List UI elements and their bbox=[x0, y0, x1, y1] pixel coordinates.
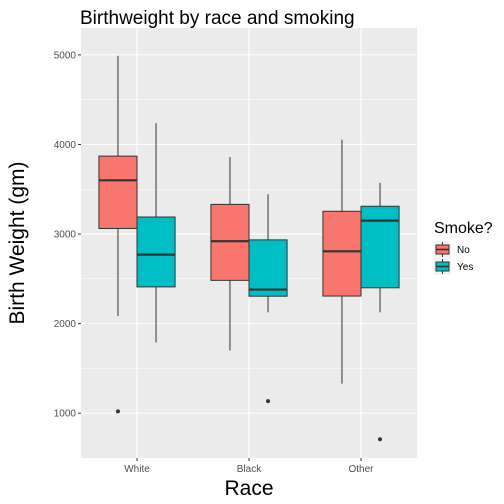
legend: Smoke? No Yes bbox=[434, 220, 493, 275]
box-no-other bbox=[322, 139, 362, 384]
chart-title: Birthweight by race and smoking bbox=[80, 8, 355, 29]
box-yes-black bbox=[248, 194, 288, 404]
x-tick-label: White bbox=[124, 464, 150, 475]
legend-label-yes: Yes bbox=[457, 262, 473, 273]
legend-label-no: No bbox=[457, 245, 470, 256]
y-axis-title: Birth Weight (gm) bbox=[6, 162, 29, 325]
y-tick-label: 5000 bbox=[54, 50, 77, 61]
y-axis-ticks: 1000 2000 3000 4000 5000 bbox=[54, 50, 81, 420]
y-tick-label: 4000 bbox=[54, 140, 77, 151]
outlier-point bbox=[378, 437, 383, 442]
box-body bbox=[210, 203, 250, 281]
box-body bbox=[322, 210, 362, 297]
box-yes-other bbox=[360, 182, 400, 442]
outlier-point bbox=[115, 409, 120, 414]
x-tick-label: Other bbox=[348, 464, 374, 475]
box-body bbox=[248, 239, 288, 297]
y-tick-label: 3000 bbox=[54, 230, 77, 241]
box-no-white bbox=[98, 55, 138, 414]
box-yes-white bbox=[136, 123, 176, 343]
box-no-black bbox=[210, 157, 250, 351]
x-axis-title: Race bbox=[224, 477, 273, 500]
legend-title: Smoke? bbox=[434, 220, 493, 237]
y-tick-label: 2000 bbox=[54, 319, 77, 330]
box-body bbox=[136, 216, 176, 288]
legend-items: No Yes bbox=[434, 241, 473, 275]
outlier-point bbox=[266, 399, 271, 404]
box-body bbox=[360, 205, 400, 289]
x-axis-ticks: White Black Other bbox=[124, 458, 374, 475]
y-tick-label: 1000 bbox=[54, 409, 77, 420]
box-body bbox=[98, 155, 138, 229]
x-tick-label: Black bbox=[237, 464, 262, 475]
box-series bbox=[98, 55, 400, 442]
